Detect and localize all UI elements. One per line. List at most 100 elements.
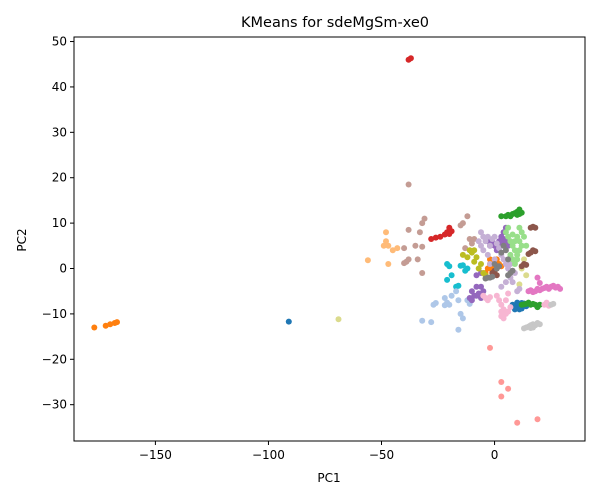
point-s6-9 <box>459 262 466 269</box>
point-s13-5 <box>532 248 539 255</box>
point-s7-1 <box>428 319 435 326</box>
point-s17-7 <box>536 321 543 328</box>
point-s10-26 <box>498 283 505 290</box>
point-s8-4 <box>478 283 484 290</box>
point-s9-4 <box>471 258 478 265</box>
point-s4-18 <box>468 240 475 247</box>
point-s8-0 <box>468 288 475 295</box>
point-s3-4 <box>437 233 444 240</box>
point-s5-3 <box>383 238 389 245</box>
y-tick-label: −20 <box>42 352 67 366</box>
point-s4-2 <box>421 215 428 222</box>
point-s4-12 <box>419 270 426 276</box>
point-s6-3 <box>448 272 455 279</box>
point-s16-13 <box>498 308 505 315</box>
point-s13-9 <box>523 261 530 268</box>
point-s8-5 <box>480 288 487 295</box>
point-s0-1 <box>102 322 109 329</box>
point-s12-3 <box>509 242 516 249</box>
point-s11-0 <box>498 213 505 220</box>
point-s12-11 <box>516 238 523 245</box>
point-s4-8 <box>414 256 421 263</box>
point-s5-4 <box>380 242 387 249</box>
point-s7-0 <box>419 317 426 324</box>
point-s0-5 <box>484 265 491 272</box>
point-s4-17 <box>462 245 469 252</box>
point-s1-11 <box>516 306 523 313</box>
x-tick-label: 0 <box>491 448 499 462</box>
point-s10-7 <box>493 240 500 247</box>
point-s8-23 <box>500 236 507 242</box>
point-s0-4 <box>114 319 120 326</box>
y-tick-label: 50 <box>52 35 67 49</box>
point-s12-8 <box>509 231 516 238</box>
point-s10-20 <box>487 261 493 267</box>
point-s0-2 <box>107 321 114 328</box>
point-s5-1 <box>383 229 389 236</box>
point-s14-6 <box>496 263 503 270</box>
point-s12-0 <box>502 229 509 236</box>
point-s14-13 <box>482 275 489 282</box>
point-s4-14 <box>464 213 471 220</box>
y-tick-label: 30 <box>52 125 67 139</box>
point-s6-2 <box>444 276 451 283</box>
point-s11-9 <box>516 206 523 213</box>
point-s3-1 <box>407 55 414 62</box>
point-s8-18 <box>505 242 512 249</box>
point-s7-8 <box>453 288 460 295</box>
point-s12-12 <box>518 229 525 236</box>
point-s4-19 <box>471 236 478 242</box>
x-axis-label: PC1 <box>317 471 340 485</box>
point-s12-16 <box>514 256 521 263</box>
plot-frame <box>73 36 586 442</box>
point-s8-8 <box>473 292 480 299</box>
point-s16-5 <box>498 301 505 308</box>
point-s10-4 <box>487 242 493 249</box>
point-s12-13 <box>507 251 514 258</box>
point-s7-7 <box>448 292 455 299</box>
point-s1-0 <box>285 318 292 325</box>
point-s4-3 <box>419 220 426 227</box>
point-s9-0 <box>459 251 466 258</box>
point-s14-1 <box>502 247 509 254</box>
point-s3-2 <box>428 236 435 242</box>
point-s16-18 <box>505 290 512 297</box>
x-tick-label: −100 <box>252 448 285 462</box>
point-s12-5 <box>514 251 521 258</box>
point-s10-6 <box>491 233 498 240</box>
point-s17-11 <box>550 300 557 307</box>
point-s10-18 <box>478 242 484 249</box>
point-s4-16 <box>466 236 473 242</box>
point-s18-2 <box>498 393 505 400</box>
point-s14-3 <box>505 256 512 263</box>
point-s12-14 <box>509 256 516 263</box>
point-s3-3 <box>432 234 439 241</box>
point-s4-4 <box>405 226 412 233</box>
point-s16-3 <box>493 292 500 299</box>
point-s18-0 <box>487 344 493 351</box>
point-s18-3 <box>505 385 512 392</box>
point-s10-10 <box>500 256 507 263</box>
point-s12-15 <box>511 261 518 267</box>
point-s2-4 <box>516 281 523 288</box>
point-s16-10 <box>505 308 512 315</box>
point-s15-15 <box>534 274 541 281</box>
point-s2-6 <box>521 256 527 263</box>
point-s10-19 <box>491 256 498 263</box>
point-s7-12 <box>455 326 462 333</box>
point-s7-6 <box>446 301 453 308</box>
point-s9-7 <box>478 261 484 267</box>
point-s10-23 <box>502 279 509 286</box>
point-s16-9 <box>500 315 507 322</box>
point-s14-2 <box>498 249 505 256</box>
point-s0-0 <box>91 324 98 331</box>
point-s12-4 <box>511 247 518 254</box>
point-s16-17 <box>487 294 493 301</box>
point-s4-6 <box>401 245 408 252</box>
point-s8-25 <box>473 272 480 279</box>
point-s18-5 <box>534 416 541 423</box>
point-s10-22 <box>509 279 516 286</box>
point-s12-17 <box>521 233 527 240</box>
point-s12-6 <box>516 247 523 254</box>
point-s15-14 <box>557 285 564 292</box>
